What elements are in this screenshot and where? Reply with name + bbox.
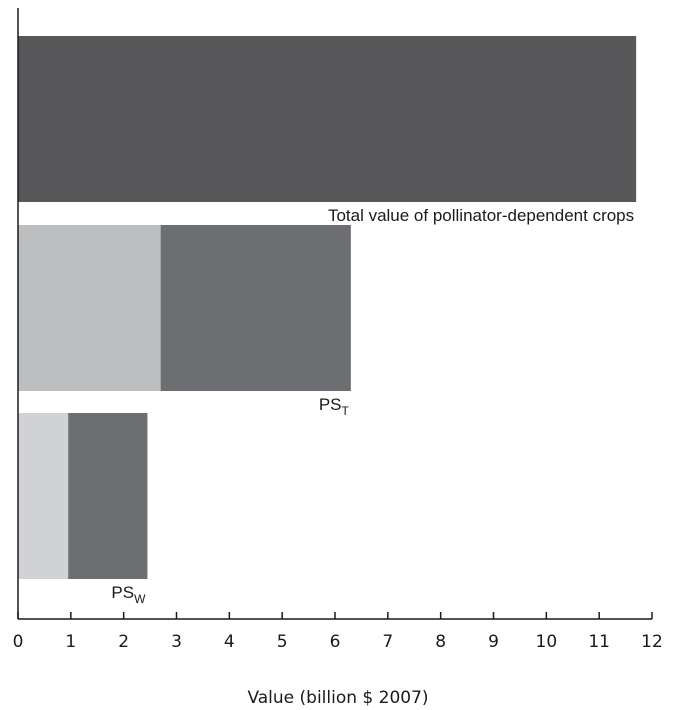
- bar-2-segment-2: [160, 225, 351, 391]
- bar-2-label-main: PS: [319, 395, 342, 414]
- bar-labels-layer: Total value of pollinator-dependent crop…: [111, 206, 634, 606]
- bar-2-label-subscript: T: [342, 404, 350, 418]
- bar-1-segment-1: [18, 36, 637, 202]
- x-axis-ticks: 0 1 2 3 4 5 6 7 8 9 10 11 12: [13, 612, 663, 652]
- x-axis-title: Value (billion $ 2007): [247, 688, 428, 708]
- x-tick-label-4: 4: [224, 632, 235, 652]
- x-tick-label-6: 6: [330, 632, 341, 652]
- x-tick-label-1: 1: [65, 632, 76, 652]
- bar-3-segment-1: [18, 413, 69, 579]
- x-tick-label-2: 2: [118, 632, 129, 652]
- x-tick-label-11: 11: [588, 632, 610, 652]
- bar-3-label-main: PS: [111, 583, 134, 602]
- bars-layer: [18, 36, 637, 579]
- bar-3-label: PSW: [111, 583, 146, 606]
- x-tick-label-12: 12: [641, 632, 663, 652]
- x-tick-label-10: 10: [536, 632, 558, 652]
- bar-3-segment-2: [68, 413, 148, 579]
- bar-3-label-subscript: W: [134, 592, 146, 606]
- bar-2-label: PST: [319, 395, 350, 418]
- x-tick-label-3: 3: [171, 632, 182, 652]
- x-tick-label-5: 5: [277, 632, 288, 652]
- x-tick-label-7: 7: [382, 632, 393, 652]
- x-tick-label-9: 9: [488, 632, 499, 652]
- bar-2-segment-1: [18, 225, 161, 391]
- x-tick-label-0: 0: [13, 632, 24, 652]
- x-tick-label-8: 8: [435, 632, 446, 652]
- bar-1-label: Total value of pollinator-dependent crop…: [328, 206, 634, 225]
- bar-1-label-main: Total value of pollinator-dependent crop…: [328, 206, 634, 225]
